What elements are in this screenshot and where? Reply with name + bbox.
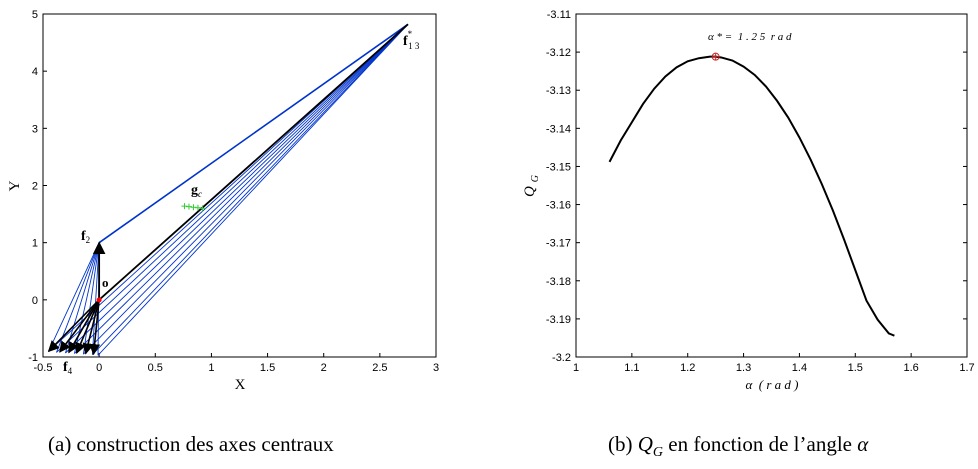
central-axis-line — [98, 23, 409, 301]
panel-a-ylabel: Y — [7, 180, 23, 191]
fan-line — [65, 23, 409, 354]
a-xtick-label: 2 — [321, 362, 327, 374]
f2-fan-line — [82, 242, 100, 355]
origin-point — [96, 297, 102, 303]
gc-mark — [181, 203, 188, 210]
gc-mark — [199, 205, 206, 212]
optimum-marker — [711, 52, 720, 61]
b-xtick-label: 1.2 — [680, 362, 695, 374]
force-arrow — [88, 299, 101, 356]
f2-fan-line — [48, 242, 100, 352]
panel-a-plot: -0.5 0 0.5 1 1.5 2 2.5 3 -1 0 1 2 3 4 5 X Y o f2 f4 f*… — [7, 9, 439, 393]
force-arrow — [59, 299, 100, 353]
label-f4: f4 — [63, 360, 73, 376]
gc-mark — [190, 204, 197, 211]
a-xtick-label: 1.5 — [260, 362, 275, 374]
b-xtick-label: 1.7 — [959, 362, 974, 374]
b-ytick-label: -3.16 — [546, 200, 571, 212]
a-xtick-label: 0 — [96, 362, 102, 374]
b-xtick-label: 1.1 — [624, 362, 639, 374]
fan-line — [97, 23, 409, 356]
force-arrow — [75, 299, 100, 355]
force-arrow — [47, 299, 100, 353]
f2-fan-line — [56, 242, 100, 353]
f2-fan-line — [91, 242, 100, 355]
a-ytick-label: 4 — [32, 66, 38, 78]
force-arrow — [68, 299, 100, 354]
b-xtick-label: 1 — [573, 362, 579, 374]
a-xtick-label: 2.5 — [372, 362, 387, 374]
optimum-cross-path — [712, 53, 719, 60]
a-ytick-label: 0 — [32, 295, 38, 307]
a-ytick-label: 5 — [32, 9, 38, 21]
panel-b-plot: 1 1.1 1.2 1.3 1.4 1.5 1.6 1.7 -3.11 -3.12 -3.13 -3.… — [522, 9, 975, 392]
fan-line — [74, 23, 409, 354]
b-ytick-label: -3.14 — [546, 123, 571, 135]
b-ytick-label: -3.13 — [546, 85, 571, 97]
b-ytick-label: -3.12 — [546, 47, 571, 59]
gc-mark — [194, 204, 201, 211]
panel-b-frame — [575, 13, 968, 358]
a-xtick-label: -0.5 — [34, 362, 53, 374]
a-xtick-label: 1 — [208, 362, 214, 374]
force-arrow — [82, 299, 100, 355]
b-xtick-label: 1.6 — [903, 362, 918, 374]
f2-f13-edge — [98, 23, 409, 244]
a-ytick-label: 2 — [32, 181, 38, 193]
fan-line — [92, 23, 409, 356]
a-xtick-label: 3 — [433, 362, 439, 374]
b-ytick-label: -3.19 — [546, 314, 571, 326]
optimum-cross — [712, 53, 719, 60]
label-gc: gc — [191, 183, 202, 199]
a-ytick-label: -1 — [28, 352, 38, 364]
b-xtick-label: 1.5 — [848, 362, 863, 374]
a-xtick-label: 0.5 — [148, 362, 163, 374]
gc-mark — [185, 203, 192, 210]
panel-b-ylabel: QG — [522, 175, 541, 197]
caption-panel-b: (b) QG en fonction de l’angle α — [608, 432, 869, 461]
label-o: o — [102, 275, 109, 290]
label-f2: f2 — [81, 229, 90, 245]
a-ytick-label: 1 — [32, 238, 38, 250]
b-ytick-label: -3.18 — [546, 276, 571, 288]
fan-line — [56, 23, 409, 353]
caption-panel-a: (a) construction des axes centraux — [48, 432, 334, 456]
optimum-annotation: α * = 1 . 2 5 r a d — [708, 31, 792, 43]
panel-b-xlabel: α ( r a d ) — [745, 377, 798, 392]
a-ytick-label: 3 — [32, 123, 38, 135]
b-ytick-label: -3.2 — [552, 352, 571, 364]
panel-a-xlabel: X — [235, 377, 246, 393]
b-ytick-label: -3.15 — [546, 161, 571, 173]
f2-fan-line — [65, 242, 100, 354]
b-xtick-label: 1.3 — [736, 362, 751, 374]
qg-curve — [608, 55, 895, 337]
fan-line — [83, 23, 409, 355]
label-f13: f* 1 3 — [403, 29, 420, 51]
b-ytick-label: -3.11 — [547, 9, 571, 21]
b-xtick-label: 1.4 — [792, 362, 807, 374]
b-ytick-label: -3.17 — [546, 238, 571, 250]
